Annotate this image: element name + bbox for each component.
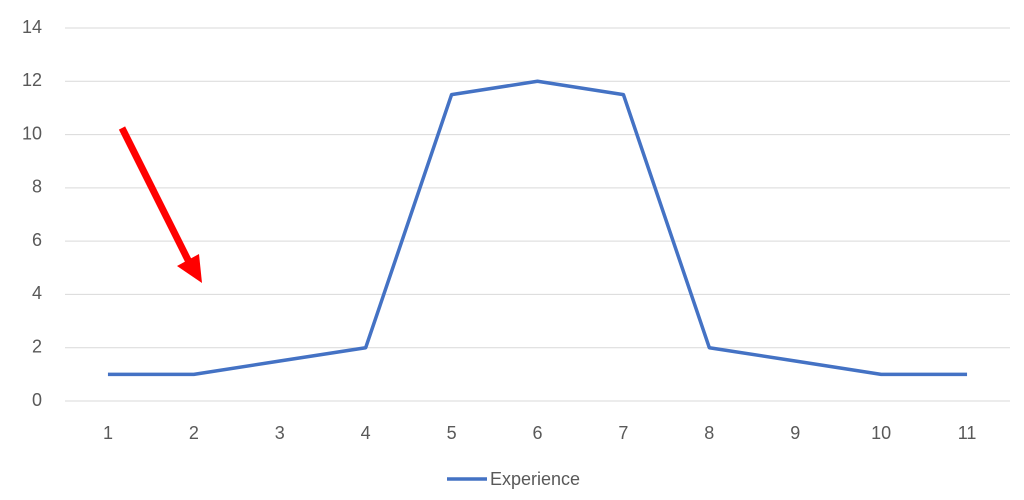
y-tick-label: 14	[22, 17, 42, 37]
data-line	[107, 79, 968, 377]
x-tick-label: 8	[704, 423, 714, 443]
y-tick-label: 2	[32, 336, 42, 356]
y-tick-label: 0	[32, 390, 42, 410]
y-tick-label: 4	[32, 283, 42, 303]
y-tick-label: 8	[32, 177, 42, 197]
x-tick-label: 2	[189, 423, 199, 443]
y-tick-label: 6	[32, 230, 42, 250]
x-tick-label: 9	[790, 423, 800, 443]
y-tick-label: 12	[22, 70, 42, 90]
annotation-arrow	[118, 126, 202, 283]
arrow-shaft	[118, 126, 193, 264]
x-tick-label: 1	[103, 423, 113, 443]
x-tick-label: 10	[871, 423, 891, 443]
x-tick-label: 3	[275, 423, 285, 443]
x-tick-label: 4	[361, 423, 371, 443]
x-tick-label: 7	[618, 423, 628, 443]
y-tick-label: 10	[22, 123, 42, 143]
x-tick-label: 5	[447, 423, 457, 443]
legend-label: Experience	[490, 469, 580, 489]
arrow-head	[177, 254, 202, 283]
x-tick-label: 6	[532, 423, 542, 443]
x-tick-label: 11	[958, 423, 977, 443]
